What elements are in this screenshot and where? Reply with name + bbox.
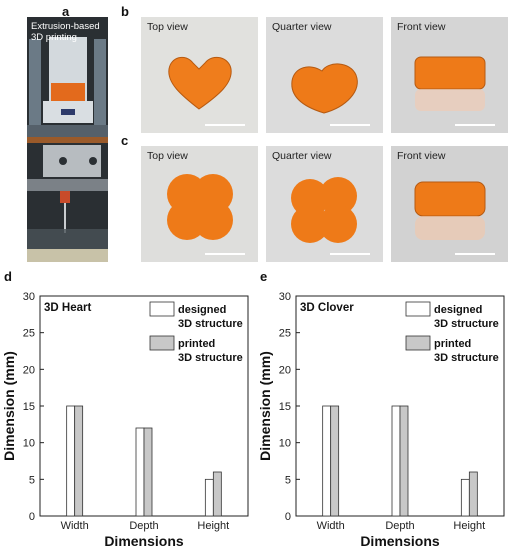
y-tick-label: 30: [279, 291, 291, 303]
y-tick-label: 10: [23, 438, 35, 450]
y-tick-label: 10: [279, 438, 291, 450]
legend-label: 3D structure: [434, 352, 499, 364]
chart-title: 3D Heart: [44, 302, 91, 314]
y-tick-label: 15: [23, 401, 35, 413]
printer-label: Extrusion-based 3D printing: [31, 21, 100, 43]
legend-label: printed: [178, 338, 215, 350]
x-tick-label: Depth: [385, 520, 414, 532]
x-tick-label: Depth: [129, 520, 158, 532]
y-tick-label: 25: [279, 328, 291, 340]
panel-letter-d: d: [4, 269, 12, 284]
legend-label: 3D structure: [434, 318, 499, 330]
bar-printed-height: [212, 471, 222, 517]
legend-label: designed: [434, 304, 482, 316]
y-tick-label: 25: [23, 328, 35, 340]
panel-letter-e: e: [260, 269, 268, 284]
bar-printed-width: [74, 405, 84, 517]
legend-swatch: [405, 335, 431, 351]
scalebar: [205, 253, 245, 255]
printer-label-line1: Extrusion-based: [31, 21, 100, 32]
photo-label-c-quarter: Quarter view: [272, 150, 332, 162]
y-tick-label: 15: [279, 401, 291, 413]
bar-printed-depth: [399, 405, 409, 517]
scalebar: [330, 124, 370, 126]
bar-designed-width: [66, 405, 76, 517]
photo-label-b-front: Front view: [397, 21, 446, 33]
x-tick-label: Width: [317, 520, 345, 532]
scalebar: [205, 124, 245, 126]
y-axis-label: Dimension (mm): [1, 351, 17, 461]
chart-title: 3D Clover: [300, 302, 354, 314]
bar-designed-depth: [135, 427, 145, 517]
chart-3d-clover: 0 5 10 15 20 25 30 Width Depth Height 3D Clover Dim…: [257, 291, 505, 549]
legend-label: 3D structure: [178, 318, 243, 330]
clover-front-view-photo: Front view: [391, 146, 508, 262]
panel-letter-a: a: [62, 4, 70, 19]
legend-swatch: [149, 301, 175, 317]
x-tick-label: Width: [61, 520, 89, 532]
scalebar: [330, 253, 370, 255]
x-tick-label: Height: [197, 520, 229, 532]
scalebar: [455, 253, 495, 255]
clover-top-gel: [167, 174, 233, 240]
y-tick-label: 0: [29, 511, 35, 523]
y-tick-label: 30: [23, 291, 35, 303]
bar-designed-width: [322, 405, 332, 517]
legend-swatch: [149, 335, 175, 351]
photo-label-b-quarter: Quarter view: [272, 21, 332, 33]
panel-letter-c: c: [121, 133, 129, 148]
bar-printed-depth: [143, 427, 153, 517]
clover-quarter-gel: [291, 177, 357, 243]
x-axis-label: Dimensions: [360, 533, 440, 549]
bar-designed-height: [460, 478, 470, 517]
heart-quarter-view-photo: Quarter view: [266, 17, 383, 133]
x-axis-label: Dimensions: [104, 533, 184, 549]
legend-label: 3D structure: [178, 352, 243, 364]
legend-swatch: [405, 301, 431, 317]
legend-label: printed: [434, 338, 471, 350]
bar-printed-height: [468, 471, 478, 517]
heart-quarter-gel: [291, 63, 358, 114]
y-tick-label: 5: [29, 474, 35, 486]
chart-3d-heart: 0 5 10 15 20 25 30 Width Depth Height 3D Heart Dime…: [1, 291, 249, 549]
clover-quarter-view-photo: Quarter view: [266, 146, 383, 262]
bar-designed-depth: [391, 405, 401, 517]
heart-top-view-photo: Top view: [141, 17, 258, 133]
printer-illustration: [27, 17, 108, 262]
panel-letter-b: b: [121, 4, 129, 19]
heart-front-gel: [414, 56, 486, 111]
photo-label-c-front: Front view: [397, 150, 446, 162]
photo-label-b-top: Top view: [147, 21, 188, 33]
scalebar: [455, 124, 495, 126]
clover-top-view-photo: Top view: [141, 146, 258, 262]
printer-label-line2: 3D printing: [31, 32, 77, 43]
y-tick-label: 20: [23, 364, 35, 376]
clover-front-gel: [414, 181, 486, 240]
y-axis-label: Dimension (mm): [257, 351, 273, 461]
y-tick-label: 20: [279, 364, 291, 376]
legend-label: designed: [178, 304, 226, 316]
photo-label-c-top: Top view: [147, 150, 188, 162]
heart-top-gel: [168, 56, 232, 110]
y-tick-label: 5: [285, 474, 291, 486]
bar-printed-width: [330, 405, 340, 517]
heart-front-view-photo: Front view: [391, 17, 508, 133]
bar-designed-height: [204, 478, 214, 517]
y-tick-label: 0: [285, 511, 291, 523]
printer-photo: Extrusion-based 3D printing: [27, 17, 108, 262]
x-tick-label: Height: [453, 520, 485, 532]
